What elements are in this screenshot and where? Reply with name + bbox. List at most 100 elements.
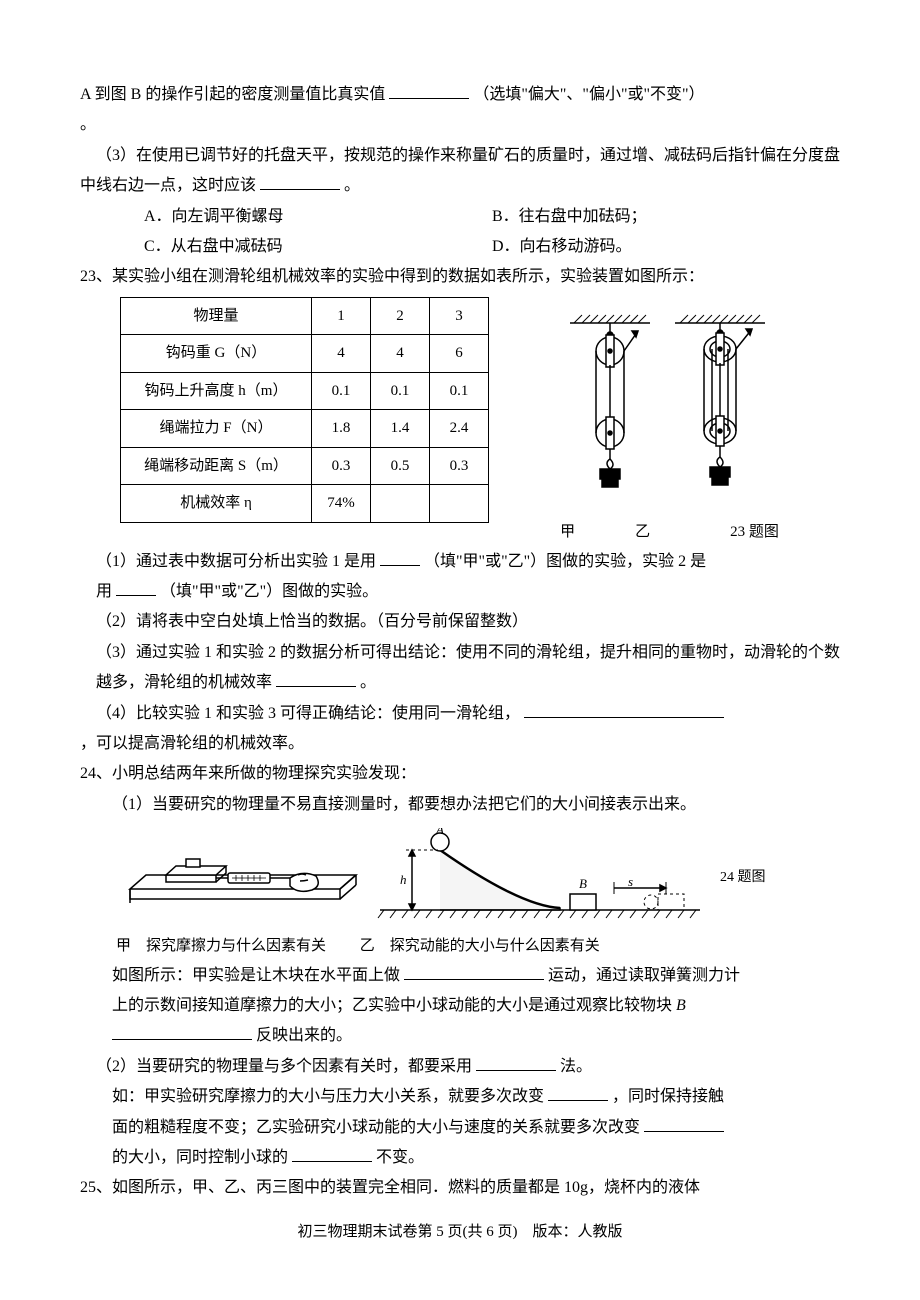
- q24-la1: 如图所示：甲实验是让木块在水平面上做: [112, 967, 400, 984]
- q22-p3-text: （3）在使用已调节好的托盘天平，按规范的操作来称量矿石的质量时，通过增、减砝码后…: [80, 147, 840, 194]
- q24-p2e-t: 面的粗糙程度不变；乙实验研究小球动能的大小与速度的关系就要多次改变: [112, 1119, 640, 1136]
- th-3: 3: [430, 297, 489, 335]
- q24-blank1[interactable]: [404, 963, 544, 980]
- td-blank[interactable]: [430, 485, 489, 523]
- q23-p1c: 用: [96, 583, 112, 600]
- q23-fig-label: 23 题图: [730, 518, 779, 547]
- q23-p1: （1）通过表中数据可分析出实验 1 是用 （填"甲"或"乙"）图做的实验，实验 …: [80, 547, 840, 577]
- q22-optB: B．往右盘中加砝码；: [492, 202, 840, 232]
- q24-captions: 甲 探究摩擦力与什么因素有关 乙 探究动能的大小与什么因素有关: [116, 932, 840, 961]
- td: 钩码上升高度 h（m）: [121, 372, 312, 410]
- td-blank[interactable]: [371, 485, 430, 523]
- friction-experiment-icon: [110, 833, 360, 923]
- svg-text:h: h: [400, 872, 407, 887]
- q23-p2: （2）请将表中空白处填上恰当的数据。（百分号前保留整数）: [80, 607, 840, 637]
- q24-la2: 运动，通过读取弹簧测力计: [548, 967, 740, 984]
- td: 1.8: [312, 410, 371, 448]
- q24-cap-b: 乙 探究动能的大小与什么因素有关: [360, 938, 600, 954]
- q23-p1-line2: 用 （填"甲"或"乙"）图做的实验。: [80, 577, 840, 607]
- td: 0.1: [312, 372, 371, 410]
- q24-p2c: 如：甲实验研究摩擦力的大小与压力大小关系，就要多次改变 ，同时保持接触: [80, 1082, 840, 1112]
- q22-line1-a: A 到图 B 的操作引起的密度测量值比真实值: [80, 86, 385, 103]
- q24-letter-b: B: [676, 997, 686, 1014]
- td: 绳端拉力 F（N）: [121, 410, 312, 448]
- q22-optA: A．向左调平衡螺母: [144, 202, 492, 232]
- q22-options: A．向左调平衡螺母 B．往右盘中加砝码； C．从右盘中减砝码 D．向右移动游码。: [80, 202, 840, 263]
- q23-p1b: （填"甲"或"乙"）图做的实验，实验 2 是: [424, 553, 706, 570]
- q24-blank6[interactable]: [292, 1145, 372, 1162]
- q24-stem: 24、小明总结两年来所做的物理探究实验发现：: [80, 759, 840, 789]
- th-phys: 物理量: [121, 297, 312, 335]
- q22-p3: （3）在使用已调节好的托盘天平，按规范的操作来称量矿石的质量时，通过增、减砝码后…: [80, 141, 840, 202]
- q24-blank5[interactable]: [644, 1115, 724, 1132]
- q24-p2f: 的大小，同时控制小球的 不变。: [80, 1143, 840, 1173]
- q24-p2c-t: 如：甲实验研究摩擦力的大小与压力大小关系，就要多次改变: [112, 1088, 544, 1105]
- q22-blank1[interactable]: [389, 82, 469, 99]
- q23-p3b: 。: [360, 674, 376, 691]
- q23-table: 物理量 1 2 3 钩码重 G（N） 4 4 6 钩码上升高度 h（m） 0.1…: [120, 297, 489, 523]
- td: 4: [312, 335, 371, 373]
- td: 74%: [312, 485, 371, 523]
- q24-blank3[interactable]: [476, 1054, 556, 1071]
- q24-p2f-t: 的大小，同时控制小球的: [112, 1149, 288, 1166]
- svg-text:B: B: [579, 876, 587, 891]
- q24-fig-label: 24 题图: [720, 865, 766, 892]
- td: 0.3: [312, 447, 371, 485]
- td: 0.1: [430, 372, 489, 410]
- q23-p3a: （3）通过实验 1 和实验 2 的数据分析可得出结论：使用不同的滑轮组，提升相同…: [96, 644, 840, 691]
- q22-line1: A 到图 B 的操作引起的密度测量值比真实值 （选填"偏大"、"偏小"或"不变"…: [80, 80, 840, 110]
- q24-lineb: 上的示数间接知道摩擦力的大小；乙实验中小球动能的大小是通过观察比较物块 B: [80, 991, 840, 1021]
- q24-linea: 如图所示：甲实验是让木块在水平面上做 运动，通过读取弹簧测力计: [80, 961, 840, 991]
- td: 6: [430, 335, 489, 373]
- q22-blank2[interactable]: [260, 173, 340, 190]
- q23-fig-a: 甲: [560, 518, 575, 547]
- pulley-diagram-icon: [560, 313, 780, 503]
- td: 钩码重 G（N）: [121, 335, 312, 373]
- q24-p2g-t: 不变。: [376, 1149, 424, 1166]
- q24-p2e: 面的粗糙程度不变；乙实验研究小球动能的大小与速度的关系就要多次改变: [80, 1113, 840, 1143]
- q23-p3: （3）通过实验 1 和实验 2 的数据分析可得出结论：使用不同的滑轮组，提升相同…: [80, 638, 840, 699]
- q23-stem: 23、某实验小组在测滑轮组机械效率的实验中得到的数据如表所示，实验装置如图所示：: [80, 262, 840, 292]
- svg-text:A: A: [435, 828, 444, 837]
- q24-lc1: 反映出来的。: [256, 1027, 352, 1044]
- q24-linec: 反映出来的。: [80, 1021, 840, 1051]
- q24-cap-a: 甲 探究摩擦力与什么因素有关: [116, 938, 326, 954]
- q23-blank4[interactable]: [524, 701, 724, 718]
- td: 1.4: [371, 410, 430, 448]
- td: 2.4: [430, 410, 489, 448]
- q24-p2a-t: （2）当要研究的物理量与多个因素有关时，都要采用: [96, 1058, 472, 1075]
- table-row: 钩码上升高度 h（m） 0.1 0.1 0.1: [121, 372, 489, 410]
- td: 机械效率 η: [121, 485, 312, 523]
- table-row: 绳端拉力 F（N） 1.8 1.4 2.4: [121, 410, 489, 448]
- q23-p1d: （填"甲"或"乙"）图做的实验。: [160, 583, 378, 600]
- q23-table-wrap: 物理量 1 2 3 钩码重 G（N） 4 4 6 钩码上升高度 h（m） 0.1…: [80, 293, 489, 523]
- q24-blank4[interactable]: [548, 1084, 608, 1101]
- q22-optC: C．从右盘中减砝码: [144, 232, 492, 262]
- th-1: 1: [312, 297, 371, 335]
- table-row: 机械效率 η 74%: [121, 485, 489, 523]
- table-row: 钩码重 G（N） 4 4 6: [121, 335, 489, 373]
- td: 4: [371, 335, 430, 373]
- q24-figures: A h B s 24 题图: [110, 828, 840, 928]
- table-row: 物理量 1 2 3: [121, 297, 489, 335]
- q23-row: 物理量 1 2 3 钩码重 G（N） 4 4 6 钩码上升高度 h（m） 0.1…: [80, 293, 840, 547]
- q24-lb1: 上的示数间接知道摩擦力的大小；乙实验中小球动能的大小是通过观察比较物块: [112, 997, 672, 1014]
- q23-p4: （4）比较实验 1 和实验 3 可得正确结论：使用同一滑轮组，: [80, 699, 840, 729]
- q23-blank1[interactable]: [380, 549, 420, 566]
- th-2: 2: [371, 297, 430, 335]
- q25-stem: 25、如图所示，甲、乙、丙三图中的装置完全相同．燃料的质量都是 10g，烧杯内的…: [80, 1173, 840, 1203]
- q22-line1c: 。: [80, 110, 840, 140]
- table-row: 绳端移动距离 S（m） 0.3 0.5 0.3: [121, 447, 489, 485]
- q23-blank3[interactable]: [276, 670, 356, 687]
- td: 0.5: [371, 447, 430, 485]
- svg-text:s: s: [628, 874, 633, 889]
- td: 0.1: [371, 372, 430, 410]
- q23-fig-b: 乙: [635, 518, 650, 547]
- q22-line1-b: （选填"偏大"、"偏小"或"不变"）: [473, 86, 704, 103]
- q24-blank2[interactable]: [112, 1023, 252, 1040]
- q23-fig-caption: 甲 乙 23 题图: [499, 518, 840, 547]
- td: 绳端移动距离 S（m）: [121, 447, 312, 485]
- q24-p2a: （2）当要研究的物理量与多个因素有关时，都要采用 法。: [80, 1052, 840, 1082]
- q23-figure: 甲 乙 23 题图: [499, 293, 840, 547]
- q23-blank2[interactable]: [116, 579, 156, 596]
